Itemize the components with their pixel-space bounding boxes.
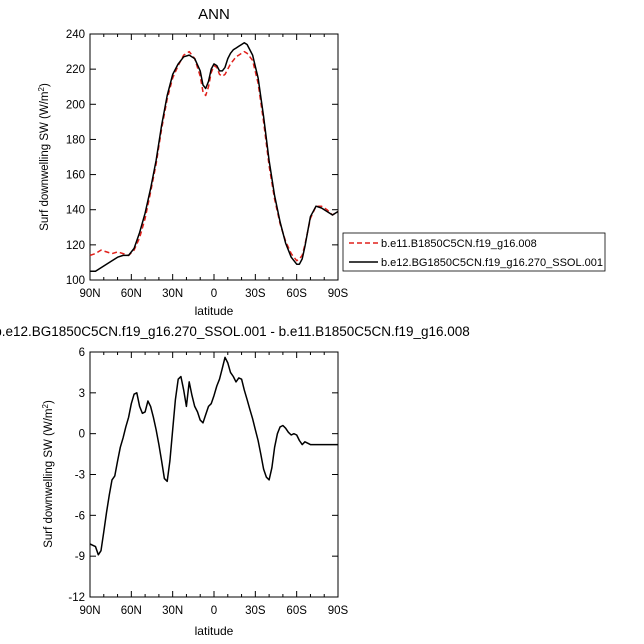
y-tick-label: 240 [66, 29, 85, 41]
x-tick-label: 30S [245, 605, 266, 617]
y-tick-label: 0 [79, 429, 85, 441]
top-x-axis-label: latitude [195, 304, 234, 318]
x-tick-label: 30N [162, 605, 183, 617]
y-tick-label: -3 [75, 470, 85, 482]
bottom-y-axis-label: Surf downwelling SW (W/m2) [41, 400, 55, 548]
top-y-ticks: 100 120 140 160 180 200 220 240 [66, 29, 338, 287]
y-tick-label: -12 [68, 592, 85, 604]
bottom-series-lines [89, 356, 338, 556]
x-tick-label: 60N [121, 605, 142, 617]
series-line-0 [89, 356, 338, 556]
top-series-lines [89, 42, 339, 272]
bottom-x-axis-label: latitude [195, 624, 234, 638]
top-plot-frame [89, 33, 339, 281]
bottom-panel: b.e12.BG1850C5CN.f19_g16.270_SSOL.001 - … [0, 324, 470, 638]
y-tick-label: -6 [75, 510, 85, 522]
top-chart-title: ANN [198, 6, 230, 23]
x-tick-label: 90N [79, 605, 100, 617]
top-y-axis-label: Surf downwelling SW (W/m2) [37, 83, 51, 231]
series-line-1 [90, 42, 339, 272]
x-tick-label: 0 [211, 605, 217, 617]
y-tick-label: 180 [66, 134, 85, 146]
y-tick-label: 100 [66, 275, 85, 287]
series-line-0 [89, 50, 339, 262]
x-tick-label: 30S [245, 288, 266, 300]
y-tick-label: 160 [66, 170, 85, 182]
x-tick-label: 30N [162, 288, 183, 300]
x-tick-label: 90N [79, 288, 100, 300]
y-tick-label: -9 [75, 551, 85, 563]
bottom-x-ticks: 90N 60N 30N 0 30S 60S 90S [79, 352, 349, 617]
x-tick-label: 90S [328, 605, 349, 617]
y-tick-label: 3 [79, 388, 85, 400]
y-tick-label: 140 [66, 205, 85, 217]
top-panel: ANN 100 120 140 160 180 200 220 240 90N 60N 30N 0 3… [37, 6, 606, 318]
x-tick-label: 60N [121, 288, 142, 300]
y-tick-label: 220 [66, 64, 85, 76]
legend-box [342, 232, 606, 272]
x-tick-label: 60S [286, 288, 307, 300]
x-tick-label: 60S [286, 605, 307, 617]
bottom-y-ticks: -12 -9 -6 -3 0 3 6 [68, 347, 338, 604]
x-tick-label: 90S [328, 288, 349, 300]
x-tick-label: 0 [211, 288, 217, 300]
legend-label-control: b.e11.B1850C5CN.f19_g16.008 [381, 238, 537, 250]
y-tick-label: 120 [66, 240, 85, 252]
y-tick-label: 200 [66, 99, 85, 111]
legend: b.e11.B1850C5CN.f19_g16.008 b.e12.BG1850… [342, 232, 606, 272]
bottom-chart-title: b.e12.BG1850C5CN.f19_g16.270_SSOL.001 - … [0, 324, 470, 339]
bottom-plot-frame [89, 351, 339, 598]
legend-label-experiment: b.e12.BG1850C5CN.f19_g16.270_SSOL.001 [381, 257, 603, 269]
y-tick-label: 6 [79, 347, 85, 359]
top-x-ticks: 90N 60N 30N 0 30S 60S 90S [79, 34, 349, 300]
